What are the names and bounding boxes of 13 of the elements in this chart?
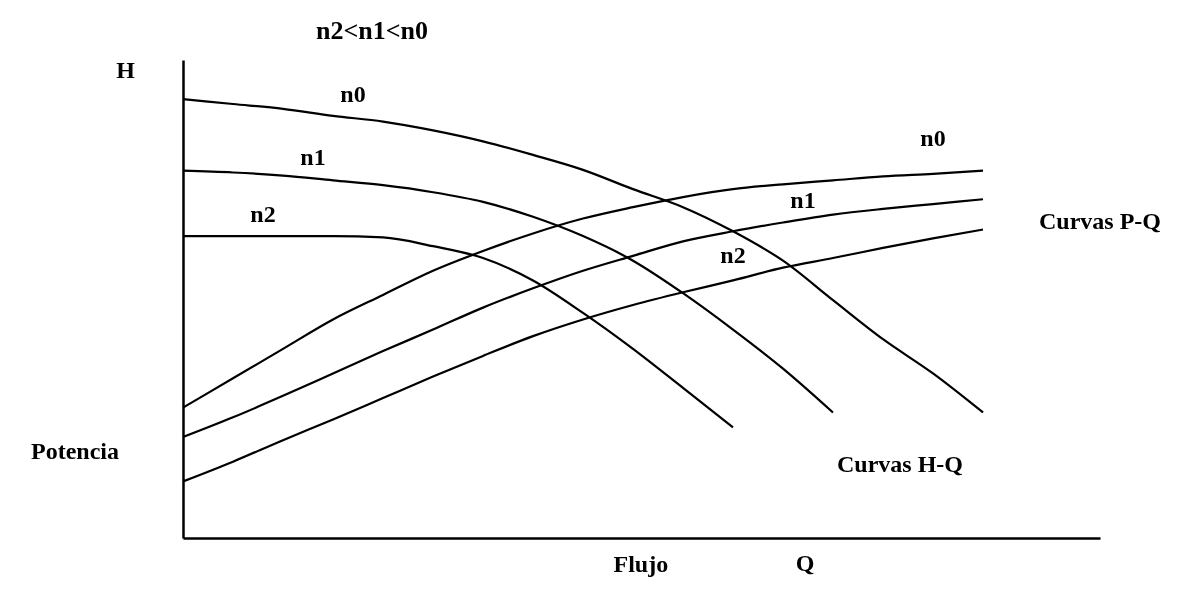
- series-label: n0: [920, 124, 946, 151]
- y-axis-title: H: [116, 56, 136, 83]
- series-label: n1: [790, 187, 816, 213]
- series-label: n1: [300, 144, 326, 170]
- text: Curvas P-Q: [1039, 208, 1161, 234]
- text: Potencia: [31, 438, 119, 464]
- x-axis-title: Flujo: [613, 550, 669, 577]
- annotation: Curvas H-Q: [837, 451, 963, 477]
- series-label: n2: [250, 200, 276, 227]
- series-label: n0: [340, 80, 366, 107]
- series-label: n2: [720, 241, 746, 268]
- chart-title: n2<n1<n0: [316, 16, 429, 45]
- text: Q: [795, 550, 815, 576]
